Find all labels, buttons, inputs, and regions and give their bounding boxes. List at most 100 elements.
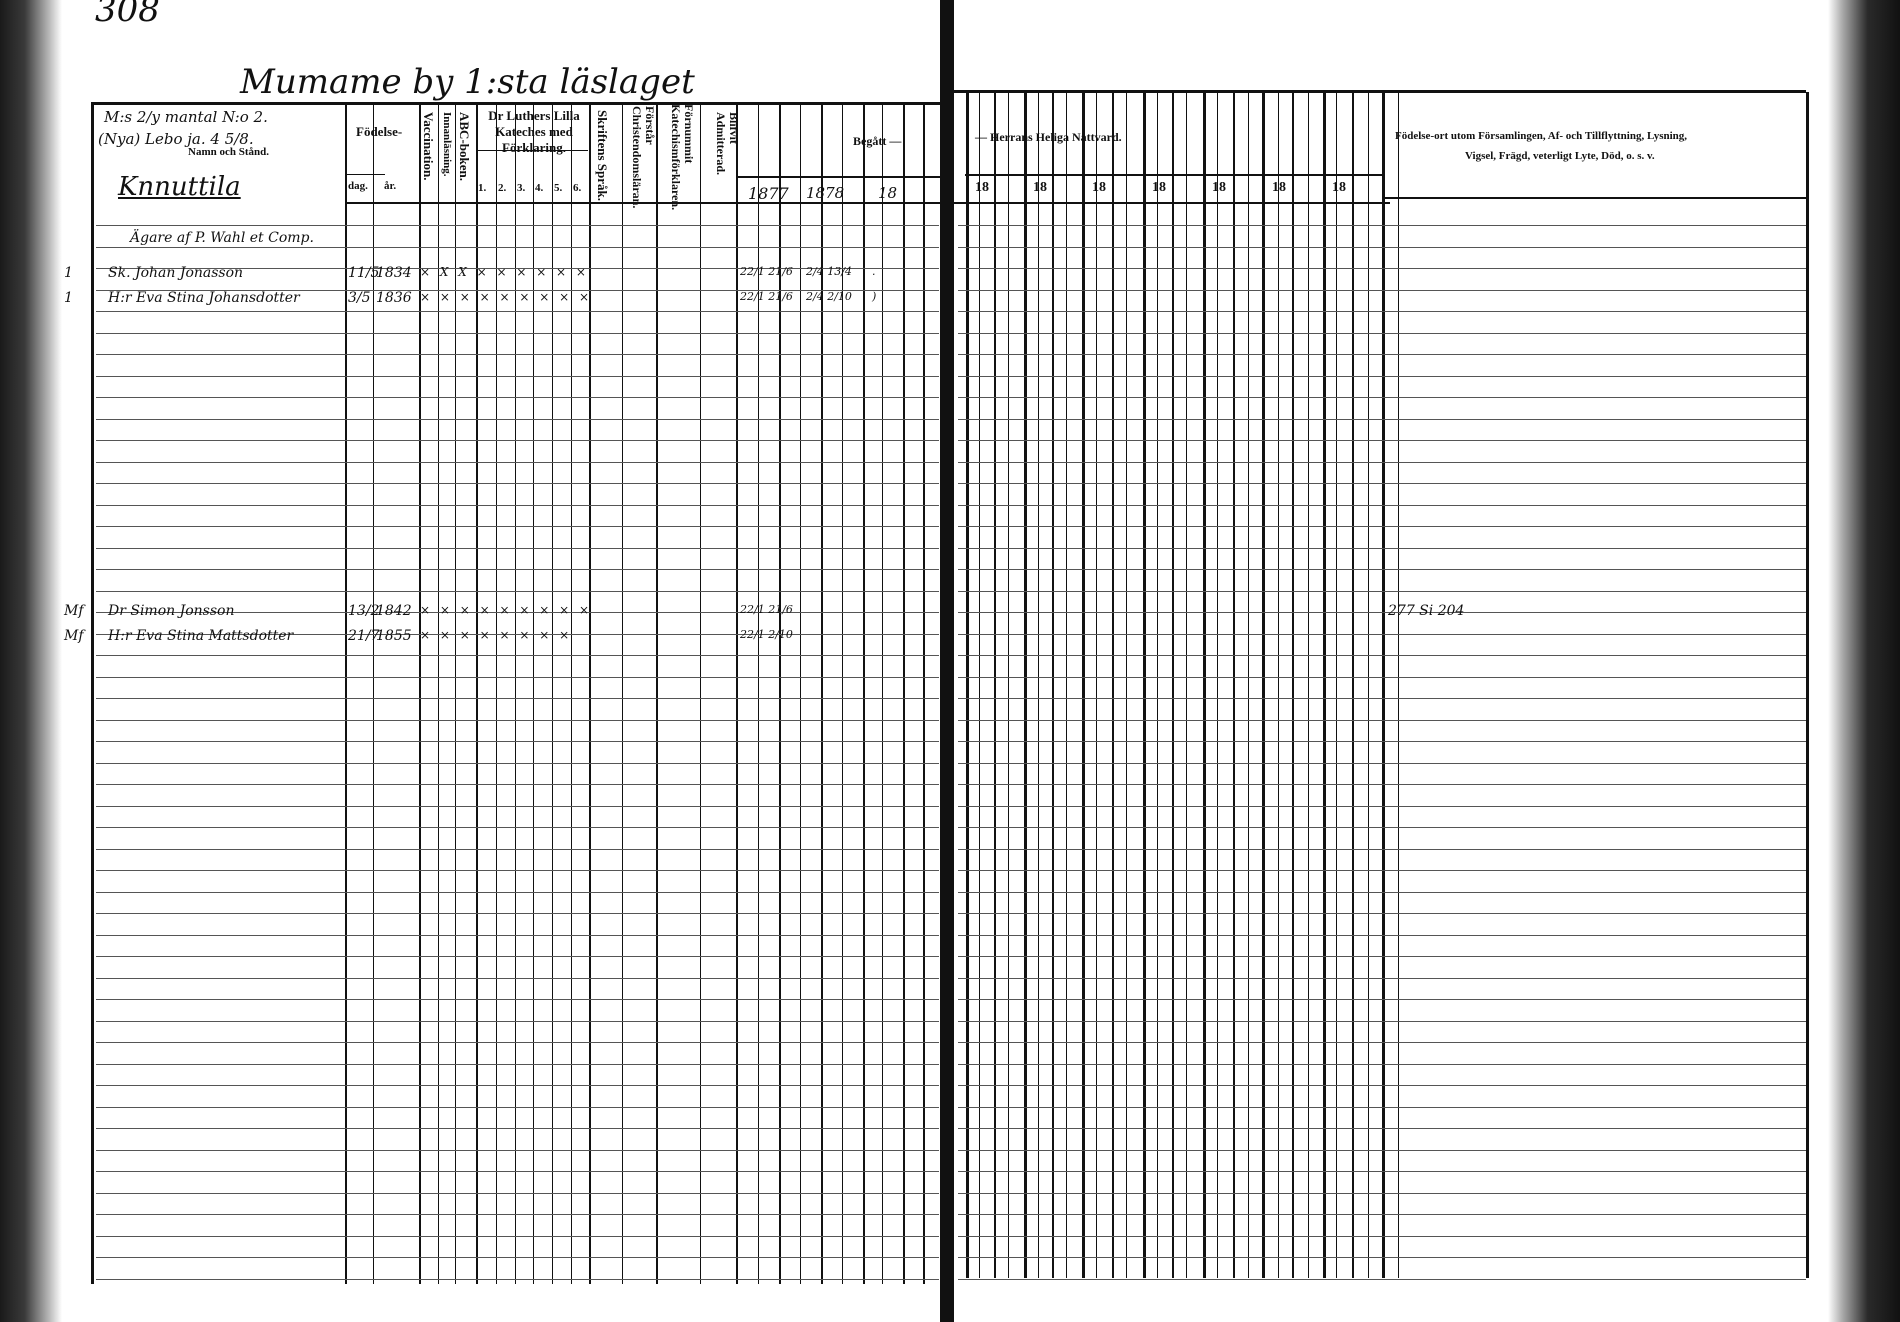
catechism-part-header: 2. bbox=[498, 182, 507, 194]
row-rule bbox=[958, 225, 1806, 226]
column-rule-right bbox=[1172, 92, 1174, 1278]
row-rule bbox=[96, 1193, 939, 1194]
column-rule-left bbox=[842, 104, 843, 1284]
row-rule bbox=[958, 247, 1806, 248]
row-rule bbox=[958, 268, 1806, 269]
column-rule-right bbox=[1278, 92, 1279, 1278]
row-rule bbox=[96, 913, 939, 914]
entry-name: H:r Eva Stina Johansdotter bbox=[108, 290, 300, 306]
row-rule bbox=[96, 505, 939, 506]
row-rule bbox=[96, 892, 939, 893]
row-rule bbox=[96, 978, 939, 979]
column-rule-left bbox=[656, 104, 658, 1284]
row-rule bbox=[958, 720, 1806, 721]
row-rule bbox=[958, 569, 1806, 570]
column-rule-right bbox=[1368, 92, 1369, 1278]
column-rule-left bbox=[779, 104, 781, 1284]
row-rule bbox=[96, 247, 939, 248]
column-rule-left bbox=[903, 104, 905, 1284]
column-rule-right bbox=[1233, 92, 1235, 1278]
row-rule bbox=[96, 956, 939, 957]
row-rule bbox=[958, 827, 1806, 828]
row-rule bbox=[958, 462, 1806, 463]
column-rule-left bbox=[758, 104, 759, 1284]
row-rule bbox=[958, 935, 1806, 936]
column-rule-right bbox=[1157, 92, 1158, 1278]
parish-note-2: (Nya) Lebo ja. 4 5/8. bbox=[98, 130, 254, 148]
row-rule bbox=[958, 1128, 1806, 1129]
column-rule-right bbox=[1217, 92, 1218, 1278]
column-rule-right bbox=[979, 92, 980, 1278]
column-rule-right bbox=[1008, 92, 1009, 1278]
row-rule bbox=[96, 419, 939, 420]
row-rule bbox=[96, 1236, 939, 1237]
vaccination-header: Vaccination. bbox=[421, 112, 436, 181]
entry-knowledge-marks: × × × × × × × × × bbox=[420, 290, 593, 304]
communion-year-header: 18 bbox=[1272, 180, 1286, 195]
column-rule-right bbox=[1308, 92, 1309, 1278]
column-rule-left bbox=[345, 104, 347, 1284]
row-rule bbox=[958, 526, 1806, 527]
row-rule bbox=[958, 806, 1806, 807]
entry-birth-year: 1842 bbox=[376, 603, 412, 619]
column-rule-right bbox=[1038, 92, 1039, 1278]
column-rule-right bbox=[1382, 92, 1385, 1278]
entry-communion-date: 2/4 13/4 bbox=[806, 265, 852, 278]
row-rule bbox=[958, 1021, 1806, 1022]
village-name: Knnuttila bbox=[118, 172, 241, 202]
abc-header: ABC-boken. bbox=[457, 112, 472, 181]
row-rule bbox=[958, 763, 1806, 764]
entry-birth-year: 1834 bbox=[376, 265, 412, 281]
row-rule bbox=[96, 268, 939, 269]
row-rule bbox=[958, 397, 1806, 398]
row-rule bbox=[958, 548, 1806, 549]
row-rule bbox=[958, 483, 1806, 484]
column-rule-left bbox=[571, 104, 572, 1284]
row-rule bbox=[958, 978, 1806, 979]
header-bottom-left bbox=[345, 202, 941, 204]
row-rule bbox=[958, 849, 1806, 850]
column-rule-right bbox=[1292, 92, 1294, 1278]
row-rule bbox=[958, 634, 1806, 635]
entry-name: Dr Simon Jonsson bbox=[108, 603, 235, 619]
row-rule bbox=[958, 354, 1806, 355]
row-rule bbox=[96, 548, 939, 549]
communion-year-header: 18 bbox=[1092, 180, 1106, 195]
catechism-subheader-rule bbox=[476, 150, 588, 151]
catechism-explanation-header: Förnummit Katechismförklaren. bbox=[669, 104, 696, 211]
remarks-header-bottom bbox=[1382, 197, 1806, 199]
row-rule bbox=[958, 784, 1806, 785]
row-rule bbox=[96, 376, 939, 377]
column-rule-left bbox=[552, 104, 553, 1284]
column-rule-left bbox=[700, 104, 701, 1284]
column-rule-left bbox=[923, 104, 925, 1284]
birth-day-header: dag. bbox=[348, 180, 368, 192]
row-rule bbox=[96, 999, 939, 1000]
entry-communion-date: . bbox=[872, 265, 876, 278]
row-rule bbox=[958, 1107, 1806, 1108]
column-rule-left bbox=[438, 104, 439, 1284]
year-1878: 1878 bbox=[806, 184, 845, 202]
row-rule bbox=[96, 462, 939, 463]
entry-name: Sk. Johan Jonasson bbox=[108, 265, 244, 281]
column-rule-right bbox=[1126, 92, 1127, 1278]
column-rule-left bbox=[515, 104, 516, 1284]
communion-year-header: 18 bbox=[1332, 180, 1346, 195]
row-rule bbox=[96, 655, 939, 656]
entry-communion-date: 22/1 21/6 bbox=[740, 603, 793, 616]
row-rule bbox=[96, 591, 939, 592]
row-rule bbox=[96, 397, 939, 398]
column-rule-right bbox=[1203, 92, 1206, 1278]
entry-name: Ägare af P. Wahl et Comp. bbox=[130, 230, 314, 246]
row-rule bbox=[958, 1279, 1806, 1280]
column-rule-left bbox=[91, 104, 94, 1284]
catechism-header: Dr Luthers Lilla Kateches med Förklaring… bbox=[488, 108, 580, 155]
row-rule bbox=[958, 741, 1806, 742]
column-rule-right bbox=[1248, 92, 1249, 1278]
row-rule bbox=[958, 1064, 1806, 1065]
column-rule-right bbox=[994, 92, 996, 1278]
entry-knowledge-marks: × X X × × × × × × bbox=[420, 265, 589, 279]
entry-communion-date: 2/4 2/10 bbox=[806, 290, 852, 303]
row-rule bbox=[958, 913, 1806, 914]
row-rule bbox=[96, 1021, 939, 1022]
